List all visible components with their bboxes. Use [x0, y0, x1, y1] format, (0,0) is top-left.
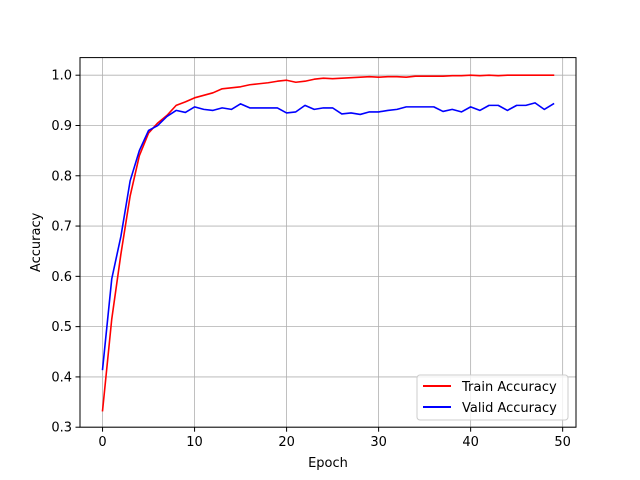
y-axis-ticks: 0.3 0.4 0.5 0.6 0.7 0.8 0.9 1.0: [51, 69, 80, 436]
y-tick-label: 0.7: [51, 220, 72, 235]
y-axis-title: Accuracy: [29, 212, 44, 272]
x-tick-label: 30: [370, 435, 387, 450]
y-tick-label: 0.4: [51, 370, 72, 385]
y-tick-label: 1.0: [51, 69, 72, 84]
grid-lines: [80, 57, 576, 428]
legend-label-train: Train Accuracy: [461, 380, 557, 395]
valid-accuracy-line: [101, 102, 555, 371]
x-tick-label: 20: [278, 435, 295, 450]
x-axis-ticks: 0 10 20 30 40 50: [98, 427, 571, 450]
x-tick-label: 50: [554, 435, 571, 450]
x-axis-title: Epoch: [308, 456, 348, 471]
series-lines: [101, 74, 555, 412]
y-tick-label: 0.5: [51, 320, 72, 335]
plot-frame: [79, 57, 577, 428]
y-tick-label: 0.3: [51, 421, 72, 436]
legend-box: [416, 374, 569, 421]
x-tick-label: 0: [98, 435, 106, 450]
train-accuracy-line: [101, 74, 555, 412]
legend: Train Accuracy Valid Accuracy: [416, 374, 569, 421]
y-tick-label: 0.9: [51, 119, 72, 134]
x-tick-label: 40: [462, 435, 479, 450]
legend-label-valid: Valid Accuracy: [462, 401, 557, 416]
y-tick-label: 0.6: [51, 270, 72, 285]
x-tick-label: 10: [186, 435, 203, 450]
y-tick-label: 0.8: [51, 169, 72, 184]
